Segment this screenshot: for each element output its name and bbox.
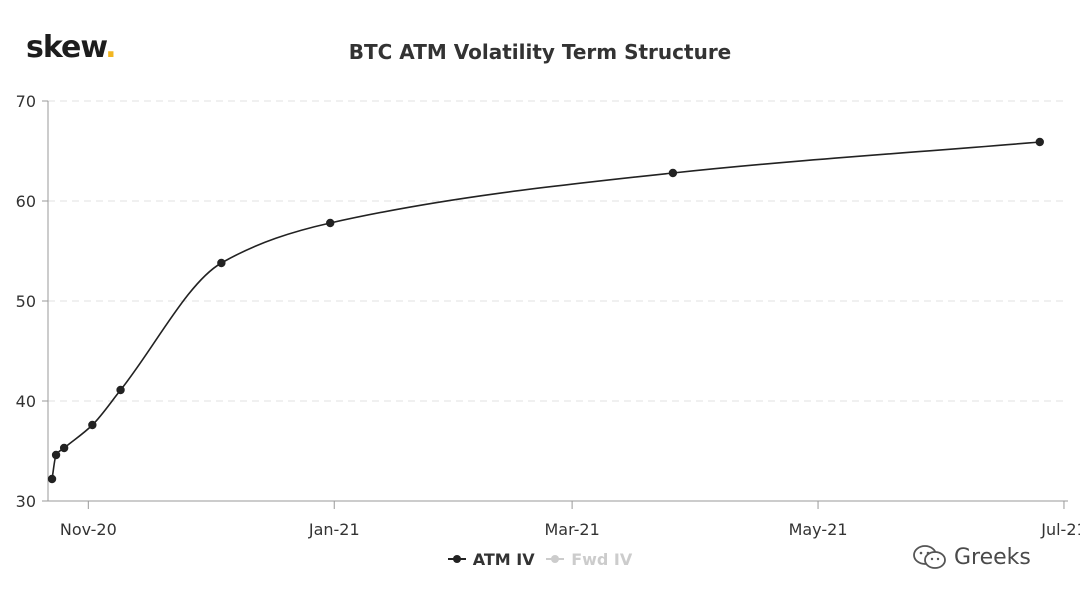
data-point-atm-iv-5[interactable] xyxy=(217,258,226,268)
data-point-atm-iv-0[interactable] xyxy=(47,474,57,484)
data-point-atm-iv-8[interactable] xyxy=(1035,137,1044,147)
series-layer xyxy=(47,137,1044,484)
x-tick-label-4: Jul-21 xyxy=(1040,520,1080,539)
y-tick-label-70: 70 xyxy=(16,92,36,111)
legend-swatch-atm-iv xyxy=(447,554,466,564)
x-axis-ticks: Nov-20 Jan-21 Mar-21 May-21 Jul-21 xyxy=(60,501,1080,539)
legend: ATM IV Fwd IV xyxy=(0,549,1080,569)
logo-dot: . xyxy=(105,30,116,65)
data-point-atm-iv-4[interactable] xyxy=(116,385,125,395)
watermark: Greeks xyxy=(912,544,1031,570)
y-tick-label-50: 50 xyxy=(16,292,36,311)
y-tick-label-60: 60 xyxy=(16,192,36,211)
data-point-atm-iv-3[interactable] xyxy=(88,420,97,430)
x-tick-label-2: Mar-21 xyxy=(544,520,599,539)
legend-label-fwd-iv: Fwd IV xyxy=(571,549,633,569)
data-point-atm-iv-7[interactable] xyxy=(668,168,678,178)
series-line-atm-iv xyxy=(51,141,1040,480)
y-tick-label-40: 40 xyxy=(16,392,36,411)
skew-logo: skew. xyxy=(26,30,117,65)
x-tick-label-1: Jan-21 xyxy=(308,520,360,539)
x-tick-label-0: Nov-20 xyxy=(60,520,117,539)
logo-text: skew xyxy=(26,30,106,65)
x-tick-label-3: May-21 xyxy=(789,520,848,539)
legend-label-atm-iv: ATM IV xyxy=(472,549,535,569)
y-tick-label-30: 30 xyxy=(16,492,36,511)
legend-swatch-fwd-iv xyxy=(546,554,565,564)
grid-lines xyxy=(48,100,1068,402)
y-axis-ticks: 30 40 50 60 70 xyxy=(16,92,48,511)
legend-item-fwd-iv[interactable]: Fwd IV xyxy=(546,550,632,569)
watermark-text: Greeks xyxy=(954,544,1031,570)
data-point-atm-iv-6[interactable] xyxy=(326,218,335,228)
wechat-icon xyxy=(913,545,946,569)
legend-item-atm-iv[interactable]: ATM IV xyxy=(447,549,535,569)
data-point-atm-iv-2[interactable] xyxy=(59,443,69,453)
chart-title: BTC ATM Volatility Term Structure xyxy=(348,40,732,64)
data-point-atm-iv-1[interactable] xyxy=(51,450,61,460)
